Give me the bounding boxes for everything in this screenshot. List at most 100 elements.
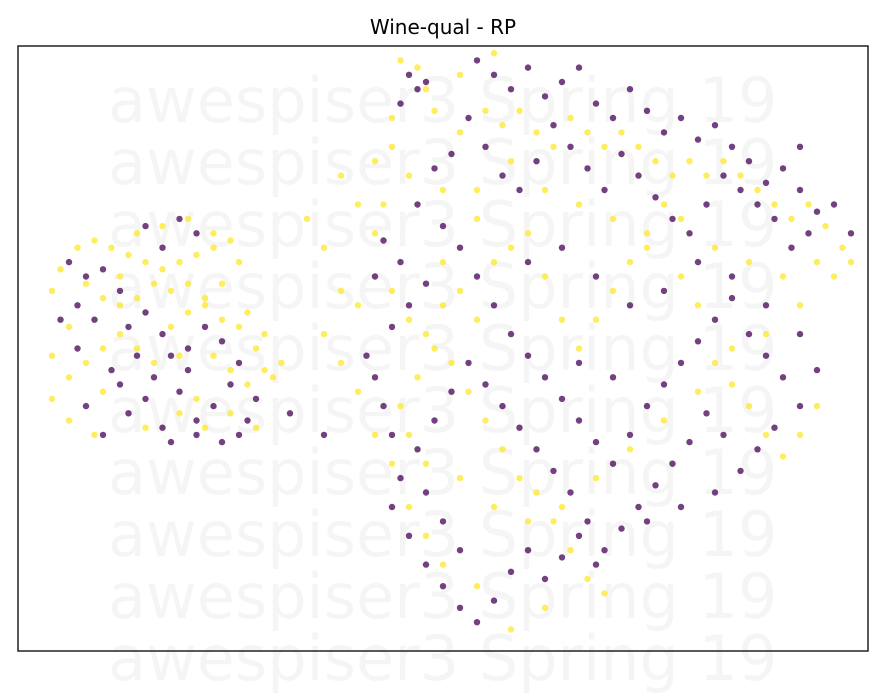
- data-point-class0: [711, 122, 719, 129]
- data-point-class1: [99, 345, 107, 352]
- data-point-class1: [754, 186, 761, 194]
- data-point-class1: [371, 431, 379, 439]
- data-point-class0: [533, 446, 540, 453]
- data-point-class0: [405, 532, 413, 539]
- data-point-class0: [507, 86, 515, 93]
- data-point-class1: [99, 388, 107, 395]
- data-point-class0: [643, 518, 651, 525]
- data-point-class0: [558, 395, 566, 403]
- data-point-class1: [686, 158, 693, 165]
- data-point-class0: [439, 222, 447, 230]
- data-point-class0: [363, 352, 370, 359]
- data-point-class0: [159, 244, 166, 251]
- data-point-class0: [184, 366, 192, 374]
- data-point-class1: [108, 244, 115, 251]
- data-point-class0: [660, 381, 668, 388]
- data-point-class0: [74, 302, 81, 309]
- data-point-class0: [796, 186, 804, 194]
- data-point-class1: [516, 474, 523, 482]
- data-point-class0: [201, 323, 209, 331]
- data-point-class0: [167, 352, 175, 359]
- data-point-class0: [669, 460, 676, 467]
- data-point-class0: [116, 381, 124, 388]
- data-point-class0: [609, 374, 617, 381]
- data-point-class0: [711, 316, 719, 323]
- data-point-class1: [422, 532, 430, 539]
- data-point-class0: [720, 431, 727, 439]
- data-point-class0: [133, 352, 141, 359]
- data-point-class1: [456, 287, 464, 295]
- data-point-class0: [405, 71, 413, 79]
- data-point-class0: [754, 446, 761, 453]
- data-point-class1: [490, 503, 498, 511]
- data-point-class1: [159, 266, 166, 273]
- data-point-class0: [116, 287, 124, 295]
- data-point-class0: [626, 86, 634, 93]
- data-point-class1: [762, 431, 770, 439]
- data-point-class1: [813, 258, 821, 266]
- data-point-class1: [422, 330, 430, 338]
- data-point-class1: [541, 186, 549, 194]
- data-point-class1: [473, 186, 481, 194]
- data-point-class1: [252, 345, 260, 352]
- data-point-class1: [609, 287, 617, 295]
- data-point-class0: [473, 57, 481, 64]
- data-point-class0: [728, 143, 736, 150]
- data-point-class1: [303, 215, 311, 223]
- data-point-class1: [405, 316, 413, 323]
- data-point-class1: [720, 158, 727, 165]
- data-point-class0: [720, 172, 727, 179]
- data-point-class1: [694, 388, 702, 395]
- data-point-class1: [618, 129, 625, 136]
- data-point-class0: [57, 316, 64, 323]
- data-point-class1: [550, 143, 557, 150]
- data-point-class0: [414, 446, 421, 453]
- data-point-class1: [388, 143, 396, 150]
- data-point-class1: [99, 294, 107, 302]
- watermark-text: awespiser3 Spring 19: [108, 622, 778, 695]
- data-point-class1: [482, 107, 489, 115]
- data-point-class1: [184, 280, 192, 287]
- data-point-class1: [737, 172, 744, 179]
- data-point-class1: [320, 330, 328, 338]
- data-point-class1: [405, 172, 413, 179]
- data-point-class1: [550, 518, 557, 525]
- data-point-class1: [456, 474, 464, 482]
- data-point-class0: [635, 503, 642, 511]
- data-point-class1: [82, 359, 90, 367]
- data-point-class0: [694, 338, 702, 345]
- data-point-class1: [507, 158, 515, 165]
- data-point-class0: [235, 431, 243, 439]
- data-point-class0: [805, 230, 812, 237]
- data-point-class0: [779, 165, 787, 172]
- data-point-class1: [779, 273, 787, 280]
- data-point-class1: [813, 402, 821, 410]
- data-point-class1: [431, 345, 438, 352]
- data-point-class1: [91, 431, 98, 439]
- data-point-class0: [796, 402, 804, 410]
- data-point-class0: [703, 201, 710, 208]
- data-point-class1: [694, 302, 702, 309]
- data-point-class0: [567, 143, 574, 150]
- data-point-class1: [482, 417, 489, 424]
- data-point-class0: [550, 467, 557, 475]
- data-point-class0: [125, 410, 132, 417]
- data-point-class1: [405, 431, 413, 439]
- data-point-class1: [227, 237, 234, 244]
- data-point-class0: [252, 395, 260, 403]
- data-point-class1: [414, 64, 421, 71]
- data-point-class0: [422, 561, 430, 568]
- data-point-class1: [371, 230, 379, 237]
- data-point-class0: [524, 64, 532, 71]
- data-point-class1: [439, 302, 447, 309]
- data-point-class1: [201, 302, 209, 309]
- data-point-class1: [397, 402, 404, 410]
- data-point-class0: [592, 561, 600, 568]
- data-point-class0: [830, 201, 838, 208]
- data-point-class0: [626, 302, 634, 309]
- data-point-class0: [558, 244, 566, 251]
- data-point-class0: [499, 172, 506, 179]
- data-point-class1: [711, 359, 719, 367]
- data-point-class0: [652, 194, 659, 201]
- data-point-class0: [516, 424, 523, 431]
